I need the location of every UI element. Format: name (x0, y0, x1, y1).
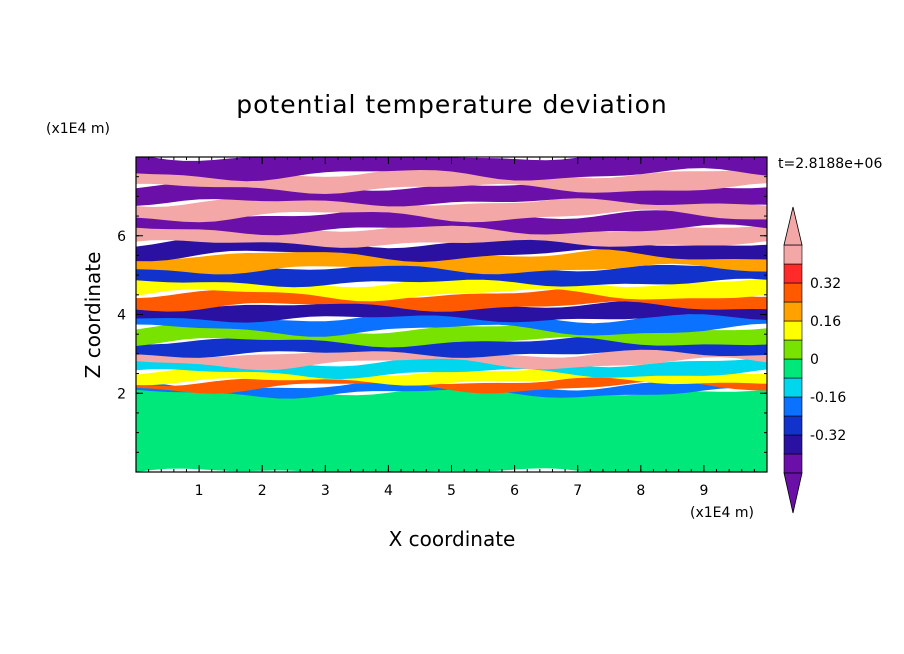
temperature-field (136, 157, 767, 472)
colorbar-swatch (783, 415, 803, 436)
colorbar-swatch (783, 339, 803, 360)
colorbar-swatch (783, 282, 803, 303)
y-tick-label: 2 (117, 386, 126, 402)
colorbar: 0.32 0.16 0 -0.16 -0.32 (783, 206, 846, 514)
field-band (136, 274, 767, 302)
x-axis-ticks: 1 2 3 4 5 6 7 8 9 (148, 157, 768, 499)
colorbar-min-extension (783, 472, 803, 514)
colorbar-swatch (783, 453, 803, 474)
colorbar-swatch (783, 301, 803, 322)
x-tick-label: 3 (321, 483, 330, 499)
chart-title: potential temperature deviation (236, 90, 667, 119)
colorbar-swatch (783, 244, 803, 265)
field-band (136, 356, 767, 380)
field-band (136, 310, 767, 337)
colorbar-tick-label: 0.16 (810, 314, 841, 330)
time-label: t=2.8188e+06 (778, 156, 882, 172)
y-tick-label: 4 (117, 308, 126, 324)
y-tick-label: 6 (117, 229, 126, 245)
x-axis-unit: (x1E4 m) (690, 505, 754, 521)
x-tick-label: 1 (195, 483, 204, 499)
x-axis-label: X coordinate (389, 527, 516, 551)
colorbar-swatch (783, 377, 803, 398)
y-axis-label: Z coordinate (81, 252, 105, 379)
field-band (136, 263, 767, 288)
colorbar-swatch (783, 396, 803, 417)
colorbar-tick-label: -0.32 (810, 428, 846, 444)
field-band (136, 167, 767, 194)
field-band (136, 248, 767, 275)
colorbar-swatch (783, 263, 803, 284)
field-band (136, 387, 767, 472)
x-tick-label: 5 (447, 483, 456, 499)
x-tick-label: 2 (258, 483, 267, 499)
x-tick-label: 8 (636, 483, 645, 499)
colorbar-swatch (783, 358, 803, 379)
field-band (136, 335, 767, 358)
field-band (136, 157, 767, 182)
x-tick-label: 7 (573, 483, 582, 499)
x-tick-label: 6 (510, 483, 519, 499)
colorbar-swatch (783, 434, 803, 455)
colorbar-swatch (783, 320, 803, 341)
y-axis-unit: (x1E4 m) (46, 121, 110, 137)
field-band (136, 208, 767, 236)
x-tick-label: 4 (384, 483, 393, 499)
colorbar-tick-label: 0.32 (810, 276, 841, 292)
colorbar-max-extension (783, 206, 803, 246)
y-axis-ticks: 2 4 6 (117, 176, 767, 453)
field-band (136, 193, 767, 223)
x-tick-label: 9 (699, 483, 708, 499)
colorbar-tick-label: -0.16 (810, 390, 846, 406)
colorbar-tick-label: 0 (810, 352, 819, 368)
